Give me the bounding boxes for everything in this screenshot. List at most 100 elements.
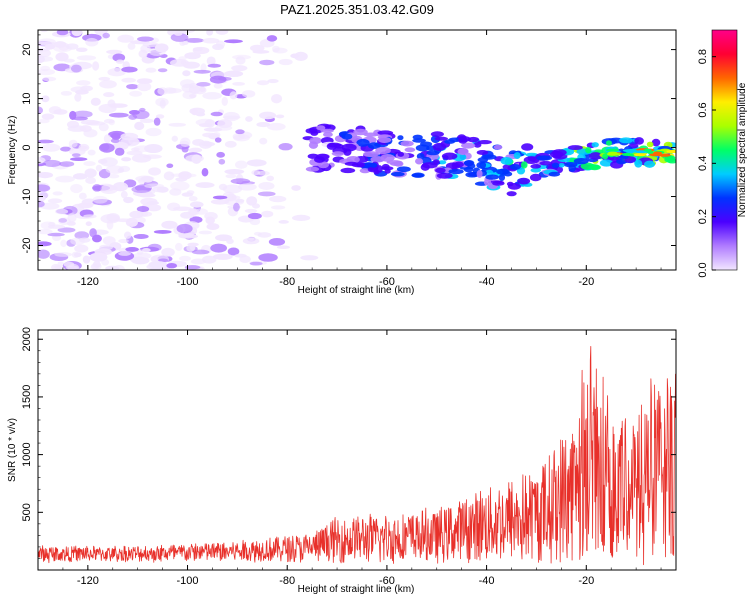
spectrogram-y-axis-label: Frequency (Hz) [7, 116, 18, 185]
spectrogram-signal-blob [493, 144, 503, 150]
spectrogram-noise-blob [106, 220, 114, 230]
spectrogram-noise-blob [148, 261, 168, 269]
spectrogram-noise-blob [52, 191, 63, 196]
spectrogram-noise-blob [74, 231, 90, 240]
spectrogram-noise-blob [142, 248, 151, 253]
spectrogram-noise-blob [71, 30, 83, 37]
spectrogram-signal-blob [430, 131, 444, 137]
spectrogram-noise-blob [112, 141, 129, 151]
spectrogram-noise-blob [110, 132, 121, 140]
spectrogram-noise-blob [69, 157, 88, 162]
snr-y-tick-label: 1000 [21, 442, 33, 466]
spectrogram-signal-blob [498, 174, 506, 182]
spectrogram-noise-blob [137, 36, 154, 42]
spectrogram-noise-blob [202, 37, 220, 44]
colorbar-tick-label: 0.8 [697, 49, 709, 64]
spectrogram-noise-blob [210, 243, 227, 253]
spectrogram-noise-blob [92, 61, 100, 71]
spectrogram-signal-blob [448, 168, 464, 175]
spectrogram-signal-blob [356, 138, 370, 147]
spectrogram-noise-blob [252, 49, 270, 54]
spectrogram-noise-blob [150, 255, 159, 262]
spectrogram-noise-blob [41, 113, 55, 120]
spectrogram-noise-blob [191, 249, 210, 255]
spectrogram-noise-blob [186, 244, 196, 252]
spectrogram-noise-blob [212, 43, 224, 51]
spectrogram-noise-blob [182, 61, 200, 69]
spectrogram-noise-blob [158, 258, 169, 263]
spectrogram-noise-blob [120, 132, 139, 141]
spectrogram-noise-blob [57, 261, 64, 266]
spectrogram-signal-blob [506, 181, 514, 187]
spectrogram-noise-blob [65, 43, 79, 50]
spectrogram-noise-blob [121, 157, 132, 162]
spectrogram-noise-blob [224, 169, 245, 175]
spectrogram-signal-blob [599, 159, 614, 167]
snr-x-tick-label: -20 [578, 575, 594, 587]
spectrogram-noise-blob [269, 195, 287, 203]
spectrogram-noise-blob [38, 118, 50, 124]
spectrogram-signal-blob [506, 191, 517, 197]
colorbar-frame [711, 29, 738, 271]
spectrogram-signal-blob [454, 161, 464, 168]
spectrogram-signal-blob [523, 156, 540, 165]
spectrogram-noise-blob [176, 223, 193, 234]
spectrogram-noise-blob [129, 90, 143, 97]
spectrogram-signal-blob [520, 161, 528, 169]
spectrogram-noise-blob [126, 83, 139, 90]
spectrogram-noise-blob [121, 66, 138, 73]
spectrogram-signal-blob [461, 142, 476, 149]
spectrogram-noise-blob [93, 260, 101, 269]
spectrogram-noise-blob [148, 47, 166, 56]
spectrogram-signal-blob [616, 158, 628, 165]
spectrogram-signal-core [633, 153, 647, 157]
spectrogram-noise-blob [114, 147, 125, 156]
spectrogram-noise-blob [153, 117, 161, 126]
spectrogram-noise-blob [237, 183, 257, 191]
spectrogram-noise-blob [72, 116, 88, 121]
spectrogram-noise-blob [41, 95, 50, 103]
spectrogram-noise-blob [189, 94, 197, 99]
spectrogram-signal-blob [634, 159, 643, 168]
spectrogram-noise-blob [171, 135, 178, 142]
spectrogram-noise-blob [118, 238, 129, 244]
spectrogram-noise-blob [231, 65, 248, 72]
spectrogram-noise-blob [291, 214, 311, 222]
spectrogram-noise-blob [246, 196, 258, 206]
spectrogram-noise-blob [206, 30, 214, 36]
spectrogram-noise-blob [76, 47, 88, 53]
spectrogram-signal-blob [477, 157, 489, 163]
spectrogram-noise-blob [244, 208, 258, 214]
snr-x-tick-label: -80 [279, 575, 295, 587]
spectrogram-signal-blob [503, 171, 513, 177]
spectrogram-signal-blob [322, 131, 333, 138]
spectrogram-noise-blob [74, 244, 89, 253]
spectrogram-signal-blob [591, 142, 599, 148]
snr-panel: -120 -100 -80 -60 -40 -20 500 1000 1500 2000 Heig… [7, 327, 677, 595]
spectrogram-signal-blob [539, 161, 553, 166]
spectrogram-signal-blob [420, 141, 433, 147]
spectrogram-signal-blob [551, 162, 560, 169]
spectrogram-signal-blob [605, 140, 612, 146]
spectrogram-noise-blob [145, 127, 162, 137]
spectrogram-noise-blob [103, 92, 115, 98]
spectrogram-signal-blob [457, 148, 469, 156]
spectrogram-noise-blob [266, 35, 278, 42]
spectrogram-noise-blob [247, 236, 255, 241]
spectrogram-noise-blob [84, 168, 97, 178]
spectrogram-noise-blob [207, 63, 221, 68]
snr-y-tick-label: 1500 [21, 385, 33, 409]
spectrogram-noise-blob [178, 234, 198, 239]
spectrogram-noise-blob [212, 132, 221, 138]
spectrogram-marks [38, 30, 676, 270]
spectrogram-noise-blob [76, 55, 97, 61]
spectrogram-signal-blob [308, 141, 319, 149]
colorbar-tick-label: 0.2 [697, 209, 709, 224]
spectrogram-noise-blob [72, 173, 88, 180]
spectrogram-y-tick-label: -10 [21, 189, 33, 205]
spectrogram-noise-blob [206, 223, 220, 231]
spectrogram-noise-blob [38, 106, 44, 115]
spectrogram-noise-blob [235, 198, 245, 203]
spectrogram-signal-blob [458, 136, 468, 144]
spectrogram-noise-blob [195, 182, 215, 189]
